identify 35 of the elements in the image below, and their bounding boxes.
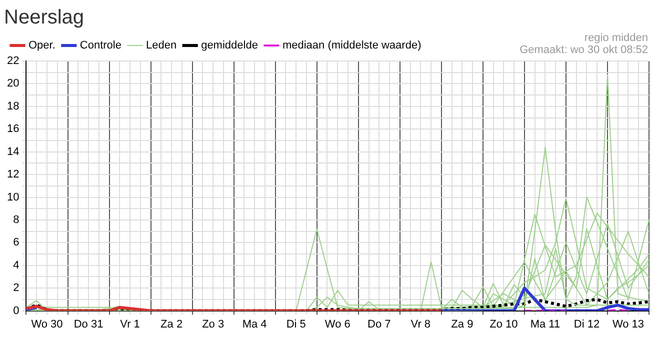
y-tick-label: 16 <box>6 123 20 136</box>
y-tick-label: 10 <box>6 191 20 204</box>
x-tick-label: Wo 30 <box>31 318 63 330</box>
text: Gemaakt: wo 30 okt 08:52 <box>520 44 648 56</box>
x-tick-label: Wo 6 <box>324 318 350 330</box>
x-tick-label: Zo 3 <box>202 318 224 330</box>
x-tick-label: Zo 10 <box>490 318 518 330</box>
x-tick-label: Wo 13 <box>612 318 644 330</box>
y-tick-label: 20 <box>6 78 20 90</box>
legend-label: Controle <box>80 40 122 52</box>
y-tick-label: 8 <box>13 214 20 226</box>
chart-title: Neerslag <box>4 6 84 29</box>
legend-label: mediaan (middelste waarde) <box>282 40 422 52</box>
y-tick-label: 6 <box>13 236 20 249</box>
x-tick-label: Ma 11 <box>530 318 560 330</box>
legend-label: Oper. <box>28 40 56 52</box>
x-tick-label: Do 7 <box>368 318 391 330</box>
x-tick-label: Vr 1 <box>120 318 140 330</box>
y-tick-label: 2 <box>13 282 20 294</box>
y-tick-label: 18 <box>6 100 20 112</box>
x-tick-label: Za 9 <box>451 318 474 330</box>
x-tick-label: Vr 8 <box>410 318 431 330</box>
x-tick-label: Di 5 <box>286 318 306 330</box>
y-tick-label: 0 <box>13 304 20 317</box>
x-tick-label: Do 31 <box>74 318 104 330</box>
y-tick-label: 22 <box>6 55 20 68</box>
y-tick-label: 12 <box>6 168 20 181</box>
text: regio midden <box>584 32 648 44</box>
y-tick-label: 14 <box>6 146 20 158</box>
legend-label: Leden <box>146 40 177 52</box>
x-tick-label: Di 12 <box>574 318 600 330</box>
x-tick-label: Za 2 <box>160 318 183 330</box>
legend-label: gemiddelde <box>201 40 258 52</box>
x-tick-label: Ma 4 <box>242 318 267 330</box>
y-tick-label: 4 <box>13 259 20 272</box>
